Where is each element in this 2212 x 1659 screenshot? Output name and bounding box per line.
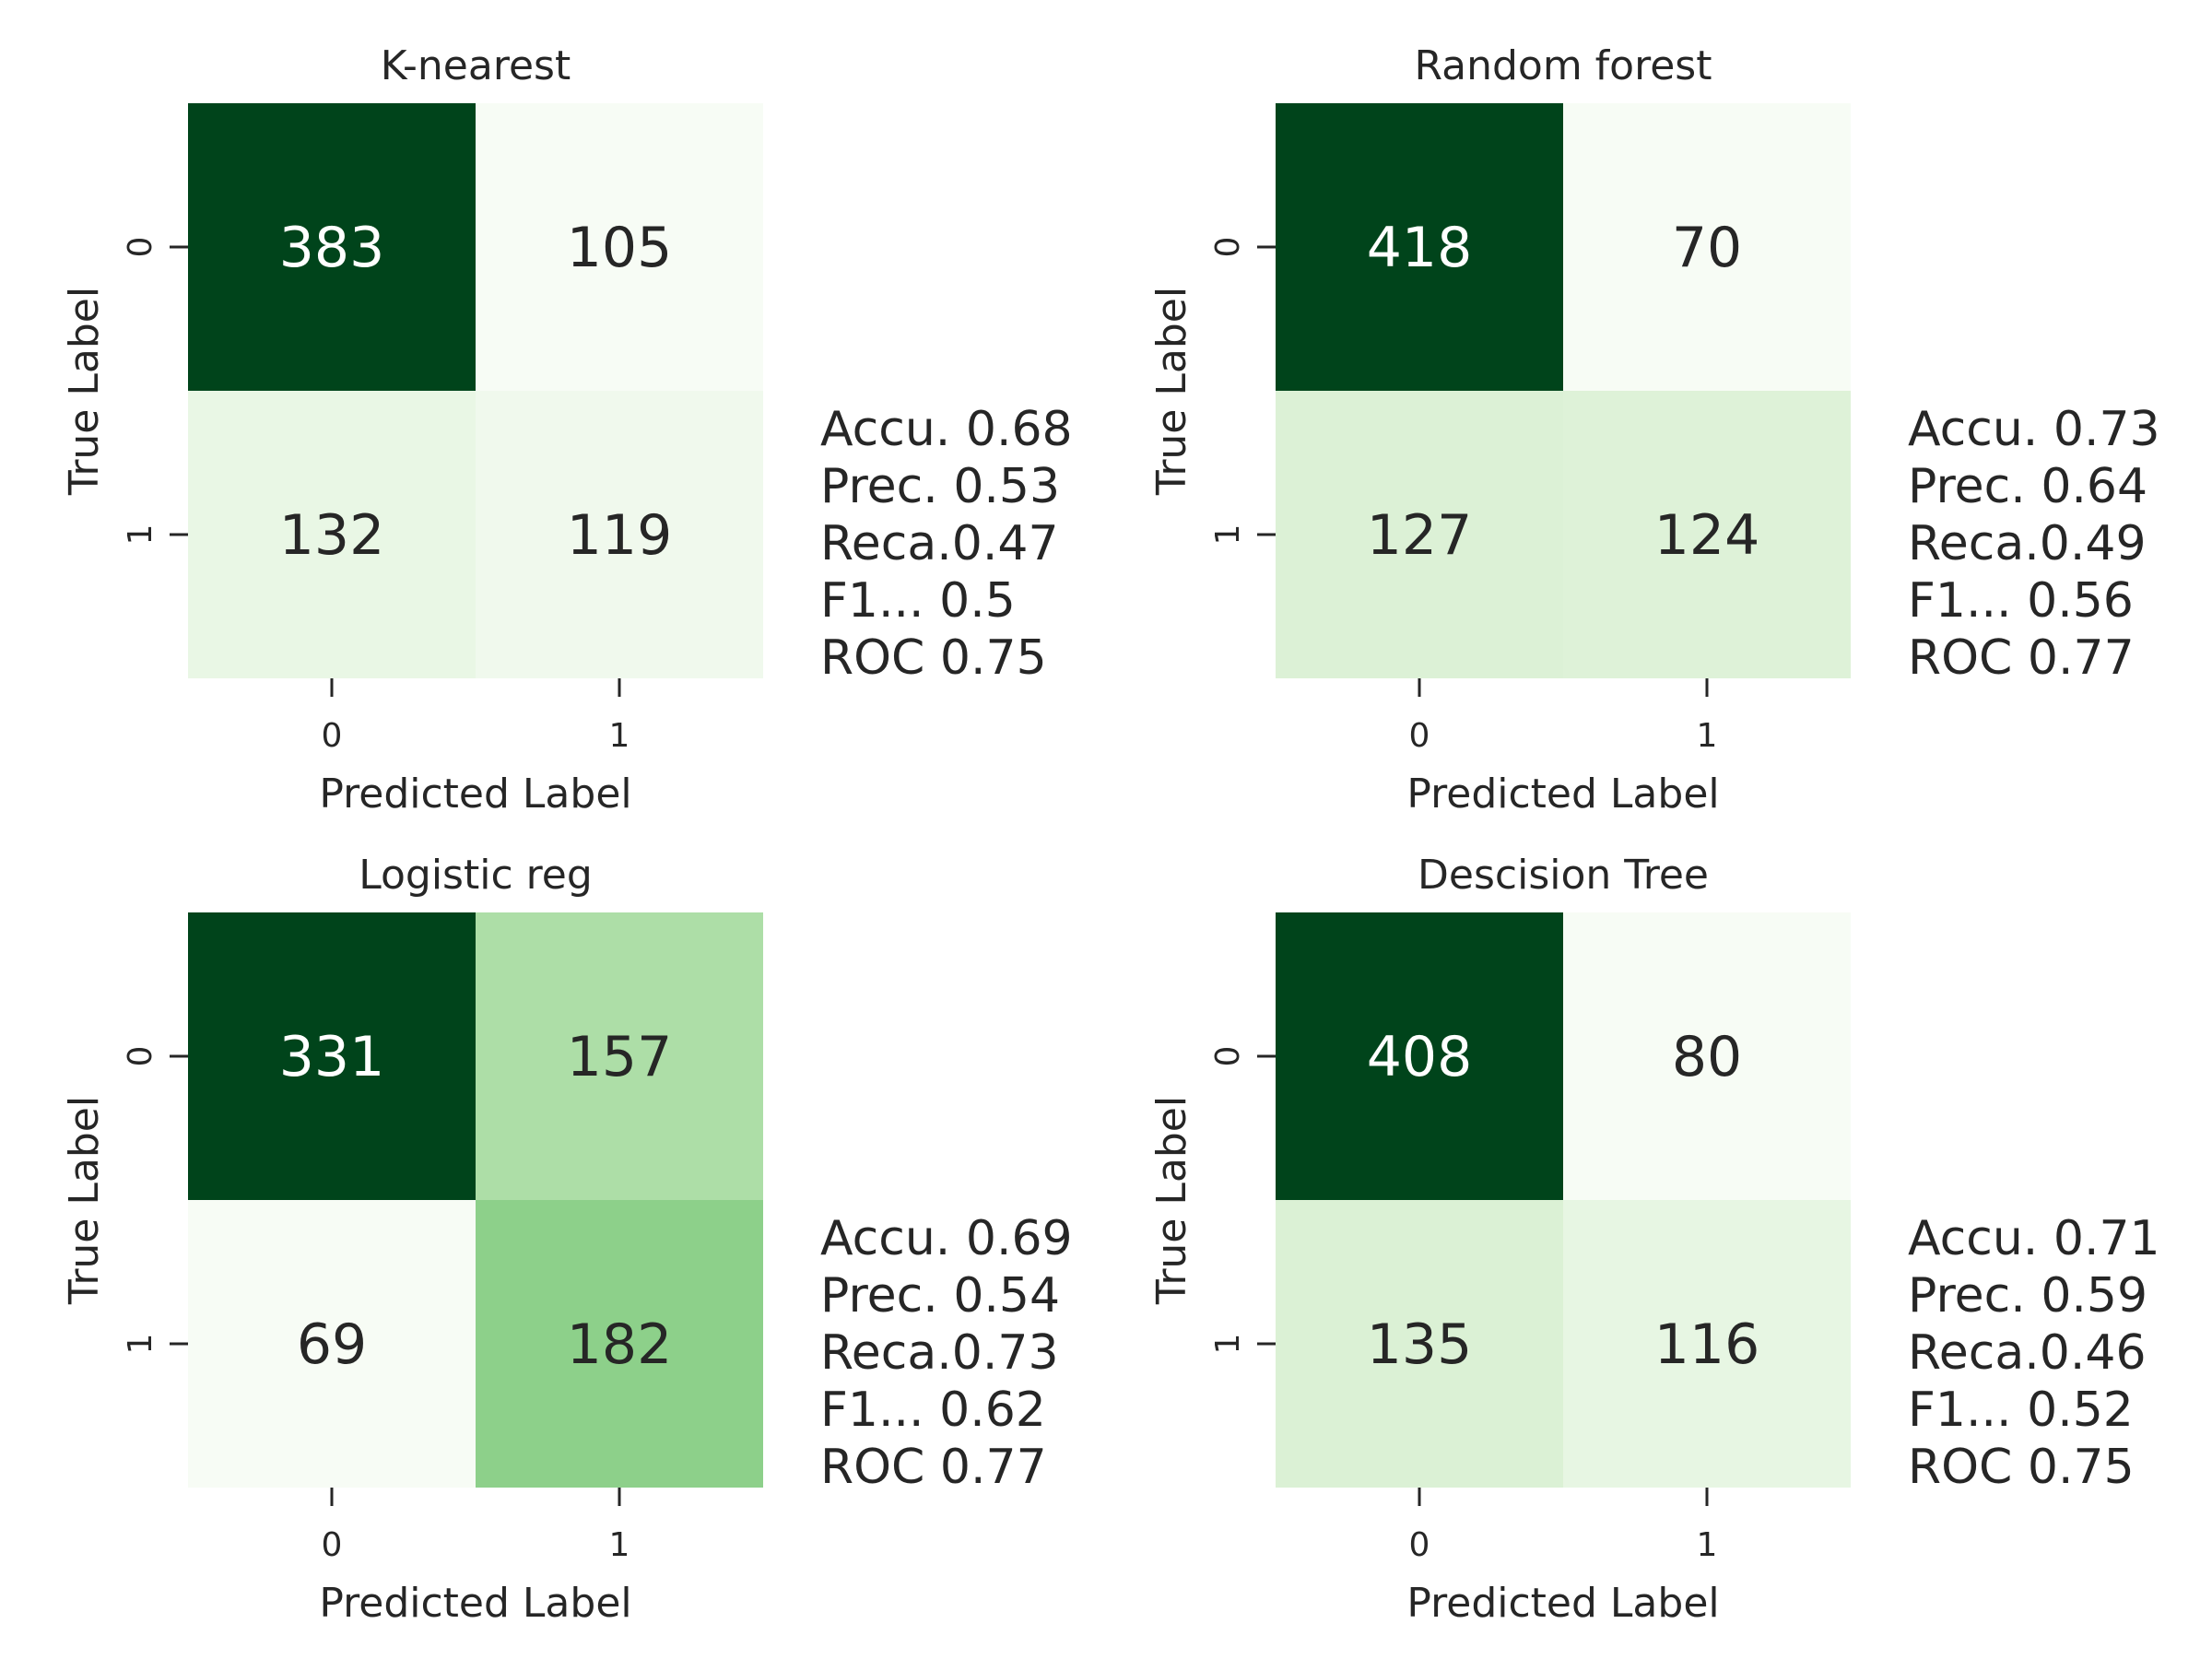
cell-value: 124 <box>1654 503 1760 568</box>
y-tick-label: 0 <box>1209 1046 1247 1067</box>
heatmap-cell <box>1563 103 1851 391</box>
heatmap-cell <box>476 103 763 391</box>
metric-text: F1... 0.56 <box>1908 573 2134 629</box>
cell-value: 135 <box>1367 1312 1473 1377</box>
metric-text: ROC 0.75 <box>1908 1440 2135 1495</box>
metric-text: ROC 0.77 <box>1908 630 2135 686</box>
x-axis-label: Predicted Label <box>319 1580 631 1627</box>
heatmap-cell <box>188 912 476 1200</box>
heatmap-cell <box>1563 1200 1851 1488</box>
heatmap-cell <box>1276 1200 1563 1488</box>
metric-text: Prec. 0.64 <box>1908 459 2147 514</box>
heatmap-cell <box>188 103 476 391</box>
heatmap-cell <box>476 391 763 678</box>
x-tick-label: 1 <box>1697 717 1718 755</box>
x-tick-label: 1 <box>609 717 630 755</box>
metric-text: Prec. 0.54 <box>820 1268 1060 1324</box>
cell-value: 132 <box>279 503 385 568</box>
metric-text: Prec. 0.53 <box>820 459 1060 514</box>
cell-value: 70 <box>1672 216 1742 280</box>
heatmap-cell <box>188 391 476 678</box>
metric-text: ROC 0.77 <box>820 1440 1047 1495</box>
y-tick-label: 1 <box>1209 524 1247 546</box>
y-axis-label: True Label <box>61 287 108 496</box>
chart-title: Random forest <box>1415 42 1712 89</box>
x-tick-label: 0 <box>1409 717 1430 755</box>
metric-text: ROC 0.75 <box>820 630 1047 686</box>
y-tick-label: 1 <box>1209 1334 1247 1355</box>
heatmap-cell <box>476 1200 763 1488</box>
cell-value: 116 <box>1654 1312 1760 1377</box>
y-axis-label: True Label <box>61 1096 108 1305</box>
cell-value: 105 <box>567 216 673 280</box>
chart-title: K-nearest <box>381 42 571 89</box>
cell-value: 182 <box>567 1312 673 1377</box>
cell-value: 127 <box>1367 503 1473 568</box>
x-tick-label: 0 <box>322 717 343 755</box>
y-axis-label: True Label <box>1148 1096 1195 1305</box>
cell-value: 69 <box>297 1312 367 1377</box>
chart-title: Logistic reg <box>359 852 593 899</box>
metric-text: Reca.0.46 <box>1908 1325 2147 1381</box>
metric-text: Reca.0.47 <box>820 516 1059 571</box>
cell-value: 157 <box>567 1025 673 1089</box>
metric-text: F1... 0.5 <box>820 573 1016 629</box>
metric-text: Accu. 0.69 <box>820 1211 1073 1266</box>
metric-text: Prec. 0.59 <box>1908 1268 2147 1324</box>
metric-text: Accu. 0.68 <box>820 402 1073 457</box>
x-tick-label: 1 <box>609 1526 630 1564</box>
x-tick-label: 0 <box>322 1526 343 1564</box>
heatmap-cell <box>1276 103 1563 391</box>
cell-value: 418 <box>1367 216 1473 280</box>
x-tick-label: 0 <box>1409 1526 1430 1564</box>
metric-text: Reca.0.73 <box>820 1325 1059 1381</box>
heatmap-cell <box>1563 912 1851 1200</box>
cell-value: 331 <box>279 1025 385 1089</box>
heatmap-cell <box>1276 912 1563 1200</box>
cell-value: 408 <box>1367 1025 1473 1089</box>
metric-text: Reca.0.49 <box>1908 516 2147 571</box>
metric-text: Accu. 0.71 <box>1908 1211 2160 1266</box>
y-tick-label: 1 <box>122 524 159 546</box>
y-tick-label: 1 <box>122 1334 159 1355</box>
heatmap-cell <box>188 1200 476 1488</box>
x-axis-label: Predicted Label <box>1406 1580 1719 1627</box>
y-tick-label: 0 <box>1209 237 1247 258</box>
heatmap-cell <box>1276 391 1563 678</box>
y-tick-label: 0 <box>122 237 159 258</box>
metric-text: Accu. 0.73 <box>1908 402 2160 457</box>
cell-value: 383 <box>279 216 385 280</box>
heatmap-cell <box>476 912 763 1200</box>
y-axis-label: True Label <box>1148 287 1195 496</box>
x-tick-label: 1 <box>1697 1526 1718 1564</box>
y-tick-label: 0 <box>122 1046 159 1067</box>
x-axis-label: Predicted Label <box>1406 771 1719 818</box>
heatmap-cell <box>1563 391 1851 678</box>
x-axis-label: Predicted Label <box>319 771 631 818</box>
metric-text: F1... 0.62 <box>820 1382 1046 1438</box>
cell-value: 119 <box>567 503 673 568</box>
chart-title: Descision Tree <box>1418 852 1709 899</box>
cell-value: 80 <box>1672 1025 1742 1089</box>
metric-text: F1... 0.52 <box>1908 1382 2134 1438</box>
